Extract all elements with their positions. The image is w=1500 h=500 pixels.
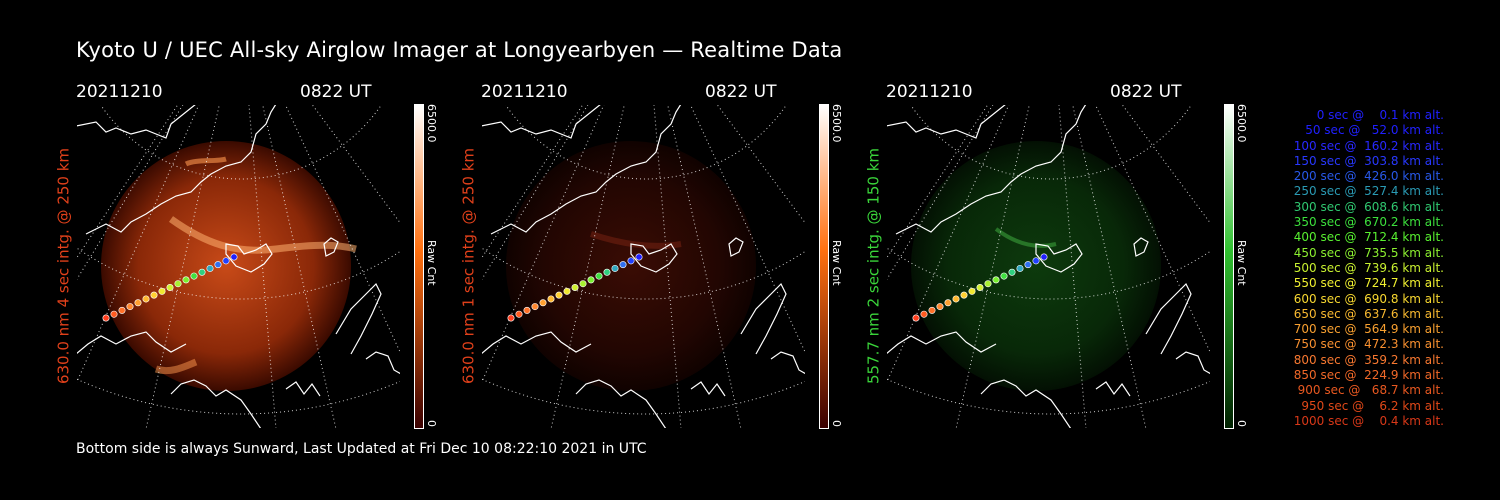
panel-2-colorbar-min: 0 <box>830 420 843 427</box>
panel-2-date: 20211210 <box>481 82 568 102</box>
legend-entry: 750 sec @ 472.3 km alt. <box>1293 337 1444 352</box>
panel-3-allsky-image <box>886 104 1211 429</box>
panel-1-wavelength-label: 630.0 nm 4 sec intg. @ 250 km <box>54 147 73 385</box>
panel-1-date: 20211210 <box>76 82 163 102</box>
legend-entry: 650 sec @ 637.6 km alt. <box>1293 306 1444 321</box>
panel-2-colorbar-max: 6500.0 <box>830 104 843 143</box>
panel-3-colorbar <box>1224 104 1234 429</box>
page-title: Kyoto U / UEC All-sky Airglow Imager at … <box>76 38 843 62</box>
panel-1-colorbar-min: 0 <box>425 420 438 427</box>
legend-entry: 350 sec @ 670.2 km alt. <box>1293 215 1444 230</box>
legend-entry: 300 sec @ 608.6 km alt. <box>1293 199 1444 214</box>
legend-entry: 100 sec @ 160.2 km alt. <box>1293 138 1444 153</box>
legend-entry: 250 sec @ 527.4 km alt. <box>1293 184 1444 199</box>
legend-entry: 950 sec @ 6.2 km alt. <box>1301 398 1444 413</box>
panel-1-allsky-image <box>76 104 401 429</box>
panel-2-allsky-image <box>481 104 806 429</box>
legend-entry: 500 sec @ 739.6 km alt. <box>1293 260 1444 275</box>
allsky-svg <box>76 104 401 429</box>
panel-1-colorbar <box>414 104 424 429</box>
legend-entry: 600 sec @ 690.8 km alt. <box>1293 291 1444 306</box>
legend-entry: 700 sec @ 564.9 km alt. <box>1293 322 1444 337</box>
legend-entry: 450 sec @ 735.5 km alt. <box>1293 245 1444 260</box>
panel-3-colorbar-max: 6500.0 <box>1235 104 1248 143</box>
panel-2-colorbar-unit: Raw Cnt <box>830 240 843 286</box>
legend-entry: 150 sec @ 303.8 km alt. <box>1293 153 1444 168</box>
panel-3-colorbar-unit: Raw Cnt <box>1235 240 1248 286</box>
legend-entry: 1000 sec @ 0.4 km alt. <box>1293 413 1444 428</box>
panel-2-time: 0822 UT <box>705 82 777 102</box>
allsky-svg <box>481 104 806 429</box>
legend-entry: 850 sec @ 224.9 km alt. <box>1293 368 1444 383</box>
panel-2-wavelength-label: 630.0 nm 1 sec intg. @ 250 km <box>459 147 478 385</box>
legend-entry: 200 sec @ 426.0 km alt. <box>1293 169 1444 184</box>
legend-entry: 400 sec @ 712.4 km alt. <box>1293 230 1444 245</box>
panel-2-colorbar <box>819 104 829 429</box>
legend-entry: 800 sec @ 359.2 km alt. <box>1293 352 1444 367</box>
panel-1-colorbar-unit: Raw Cnt <box>425 240 438 286</box>
panel-1-colorbar-max: 6500.0 <box>425 104 438 143</box>
panel-3-wavelength-label: 557.7 nm 2 sec intg. @ 150 km <box>864 147 883 385</box>
panel-1-time: 0822 UT <box>300 82 372 102</box>
legend-entry: 900 sec @ 68.7 km alt. <box>1297 383 1444 398</box>
panel-3-date: 20211210 <box>886 82 973 102</box>
allsky-svg <box>886 104 1211 429</box>
legend-entry: 0 sec @ 0.1 km alt. <box>1316 108 1444 122</box>
panel-3-colorbar-min: 0 <box>1235 420 1248 427</box>
legend-entry: 550 sec @ 724.7 km alt. <box>1293 276 1444 291</box>
legend-entry: 50 sec @ 52.0 km alt. <box>1305 123 1444 138</box>
panel-3-time: 0822 UT <box>1110 82 1182 102</box>
footer-note: Bottom side is always Sunward, Last Upda… <box>76 441 647 457</box>
trajectory-legend: 0 sec @ 0.1 km alt. 50 sec @ 52.0 km alt.… <box>1262 108 1444 429</box>
